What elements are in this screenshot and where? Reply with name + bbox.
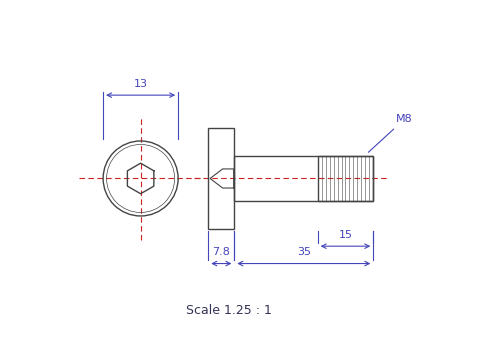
Text: Scale 1.25 : 1: Scale 1.25 : 1 (186, 304, 272, 317)
Bar (318, 156, 374, 201)
Text: 7.8: 7.8 (212, 247, 230, 257)
Text: 15: 15 (338, 230, 352, 240)
Text: 13: 13 (134, 79, 147, 89)
Text: M8: M8 (368, 114, 412, 152)
Bar (234, 156, 374, 201)
Bar (208, 128, 234, 229)
Text: 35: 35 (297, 247, 311, 257)
